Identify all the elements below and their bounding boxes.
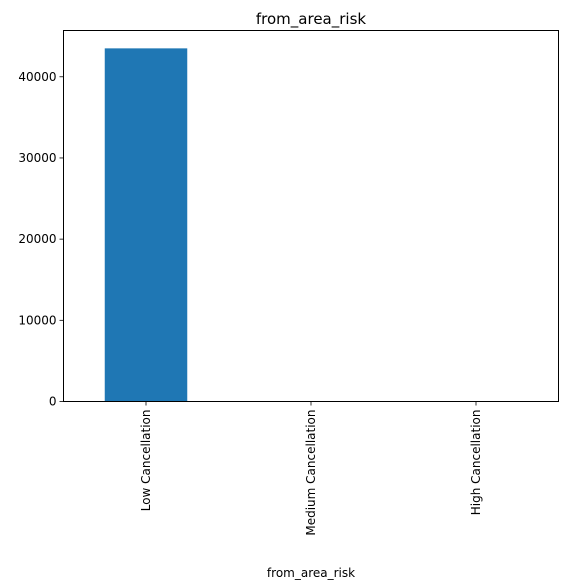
y-tick-label: 30000 [18, 151, 56, 165]
y-tick-label: 10000 [18, 313, 56, 327]
x-tick-label: High Cancellation [469, 410, 483, 516]
x-axis-label: from_area_risk [267, 566, 355, 580]
y-tick-label: 0 [49, 395, 57, 409]
y-axis: 0 10000 20000 30000 40000 [18, 70, 64, 409]
plot-frame [63, 30, 559, 402]
x-axis: Low Cancellation Medium Cancellation High … [139, 401, 483, 536]
bars-group [104, 48, 188, 402]
y-tick-label: 40000 [18, 70, 56, 84]
bar-low-cancellation [104, 48, 188, 402]
x-tick-label: Medium Cancellation [304, 410, 318, 536]
y-tick-label: 20000 [18, 232, 56, 246]
x-tick-label: Low Cancellation [139, 410, 153, 512]
chart-title: from_area_risk [256, 10, 367, 29]
